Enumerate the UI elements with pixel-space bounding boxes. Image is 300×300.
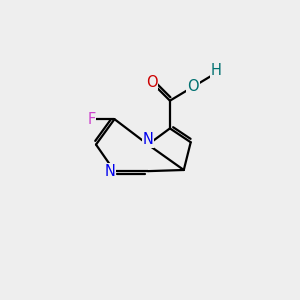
Text: O: O — [146, 75, 157, 90]
Text: H: H — [211, 63, 222, 78]
Text: F: F — [87, 112, 95, 127]
Text: N: N — [142, 132, 153, 147]
Text: N: N — [104, 164, 115, 178]
Text: O: O — [187, 79, 199, 94]
